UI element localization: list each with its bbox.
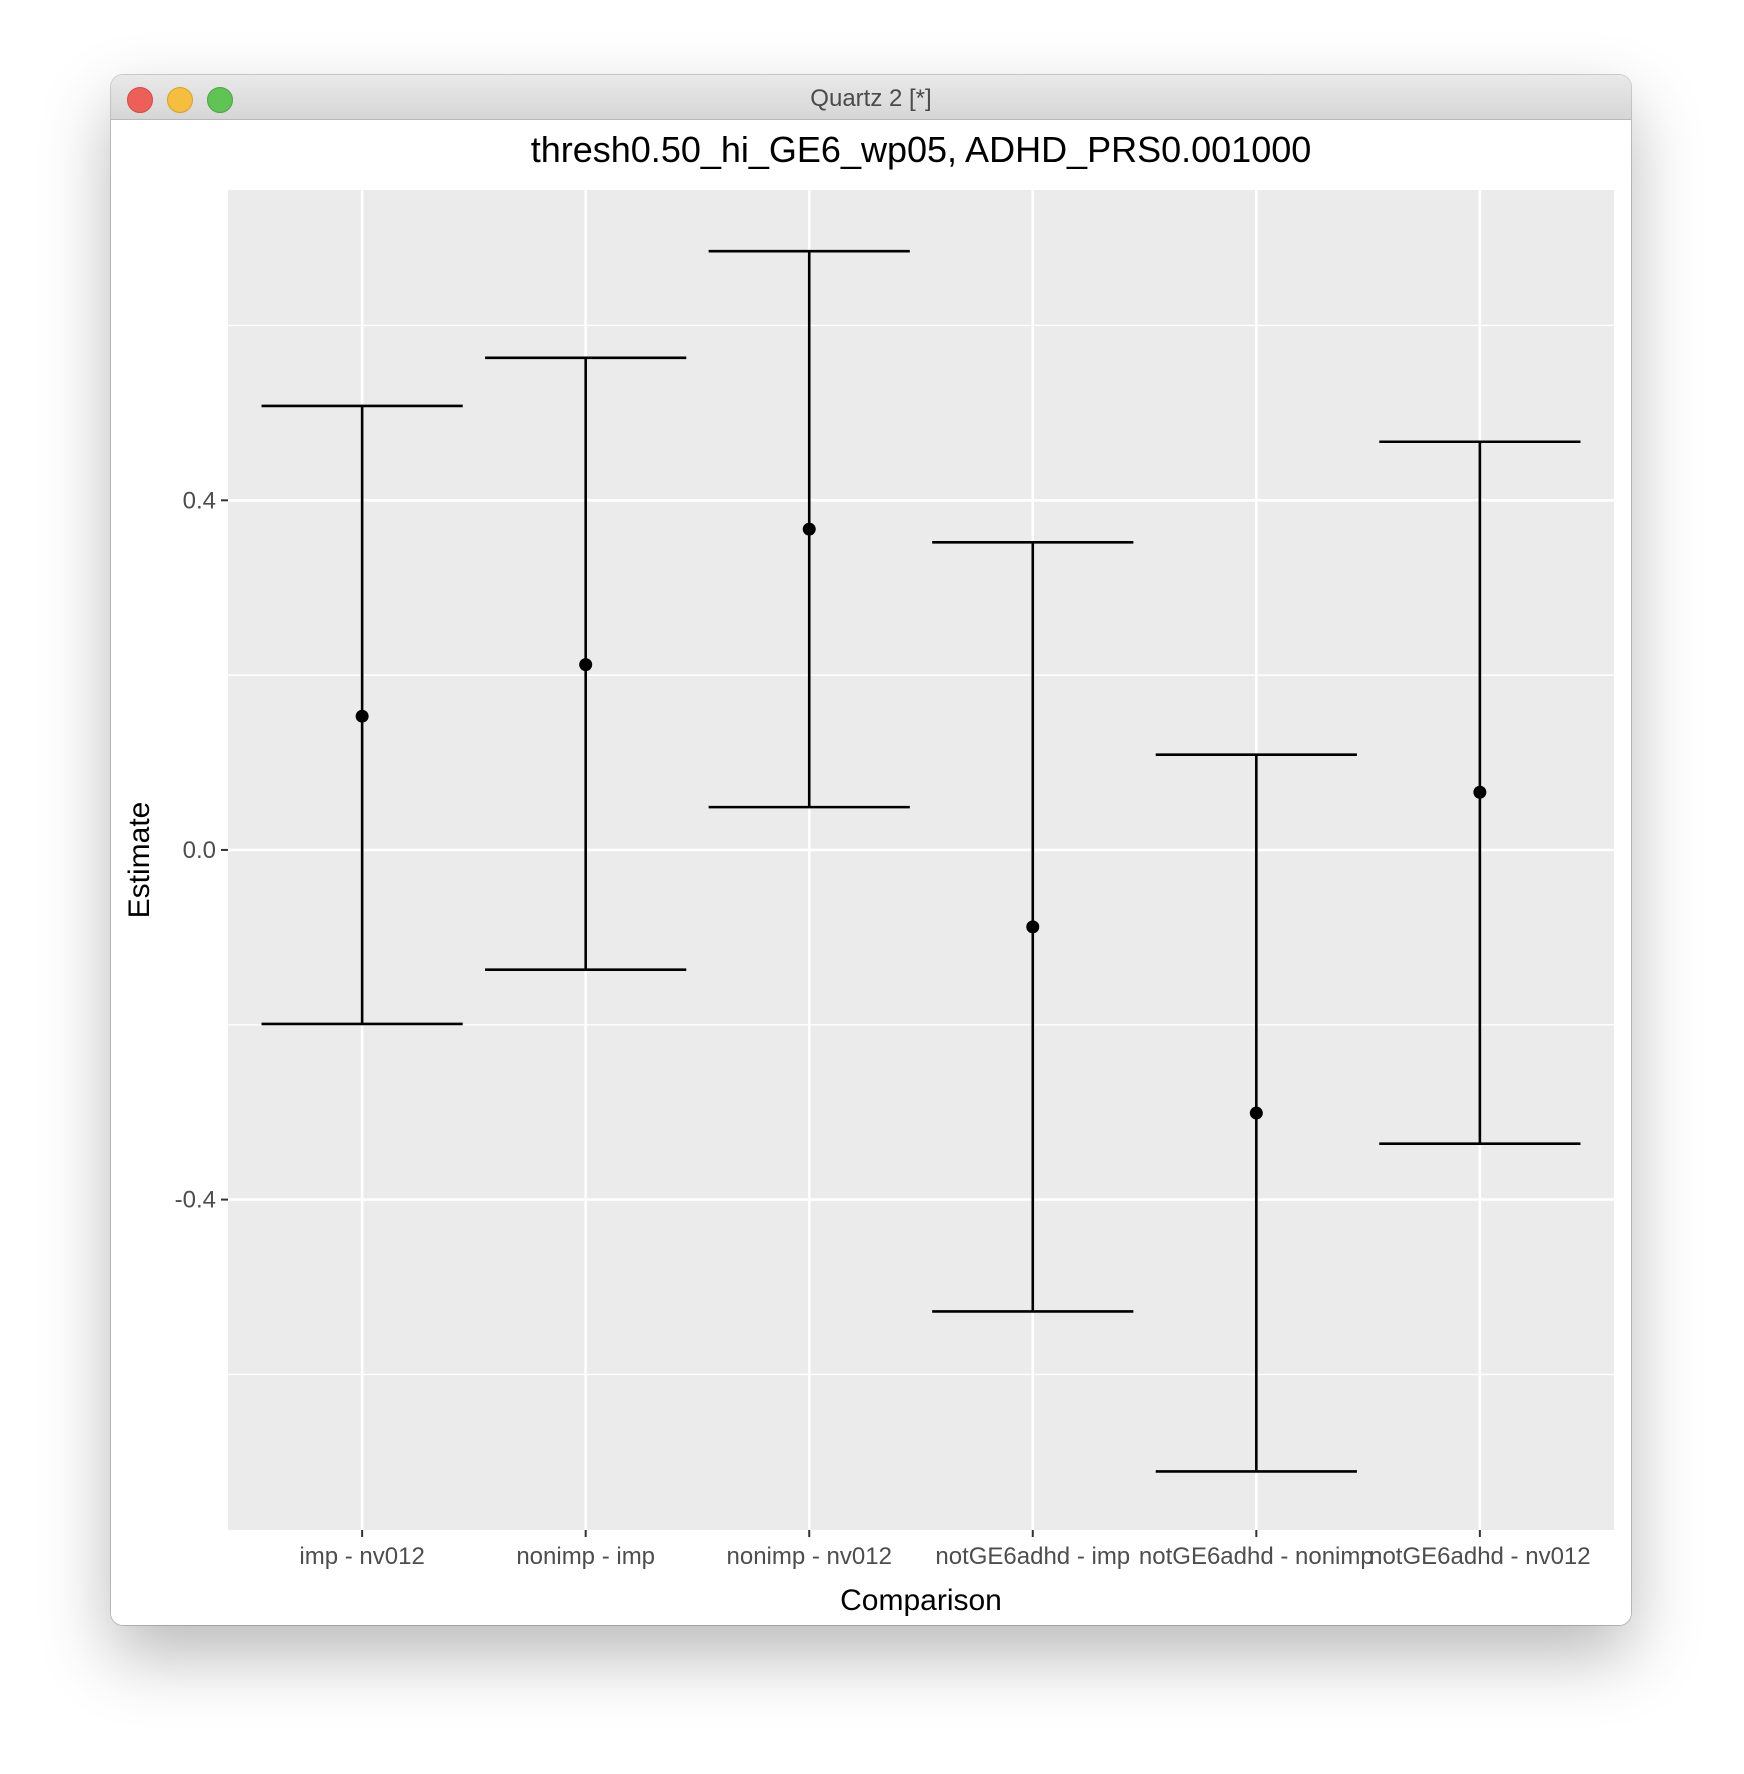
- x-tick-label: nonimp - nv012: [727, 1543, 892, 1570]
- x-axis: imp - nv012 nonimp - imp nonimp - nv012 not…: [299, 1530, 1591, 1570]
- chart-title: thresh0.50_hi_GE6_wp05, ADHD_PRS0.001000: [531, 129, 1312, 170]
- estimate-point: [355, 709, 369, 723]
- y-tick-label: -0.4: [175, 1187, 216, 1214]
- maximize-button[interactable]: [207, 87, 233, 113]
- y-axis: -0.4 0.0 0.4: [175, 487, 228, 1214]
- estimate-point: [802, 522, 816, 536]
- window-title: Quartz 2 [*]: [810, 85, 932, 112]
- y-axis-label: Estimate: [123, 802, 156, 919]
- error-bars: [261, 249, 1581, 1473]
- close-button[interactable]: [127, 87, 153, 113]
- plot-panel: [228, 190, 1614, 1530]
- estimate-point: [1473, 785, 1487, 799]
- x-tick-label: nonimp - imp: [516, 1543, 655, 1570]
- y-tick-label: 0.0: [183, 837, 216, 864]
- minor-gridlines: [228, 324, 1614, 1376]
- x-tick-label: notGE6adhd - nv012: [1369, 1543, 1591, 1570]
- minimize-button[interactable]: [167, 87, 193, 113]
- estimate-point: [1026, 920, 1040, 934]
- estimate-point: [579, 658, 593, 672]
- x-axis-label: Comparison: [840, 1584, 1002, 1617]
- window-titlebar[interactable]: Quartz 2 [*]: [111, 75, 1631, 120]
- x-tick-label: notGE6adhd - nonimp: [1139, 1543, 1374, 1570]
- x-tick-label: notGE6adhd - imp: [935, 1543, 1130, 1570]
- quartz-window: Quartz 2 [*] thresh0.50_hi_GE6_wp05, ADH…: [111, 75, 1631, 1625]
- estimate-point: [1249, 1106, 1263, 1120]
- errorbar-chart: thresh0.50_hi_GE6_wp05, ADHD_PRS0.001000…: [111, 120, 1631, 1625]
- y-tick-label: 0.4: [183, 487, 216, 514]
- x-tick-label: imp - nv012: [299, 1543, 424, 1570]
